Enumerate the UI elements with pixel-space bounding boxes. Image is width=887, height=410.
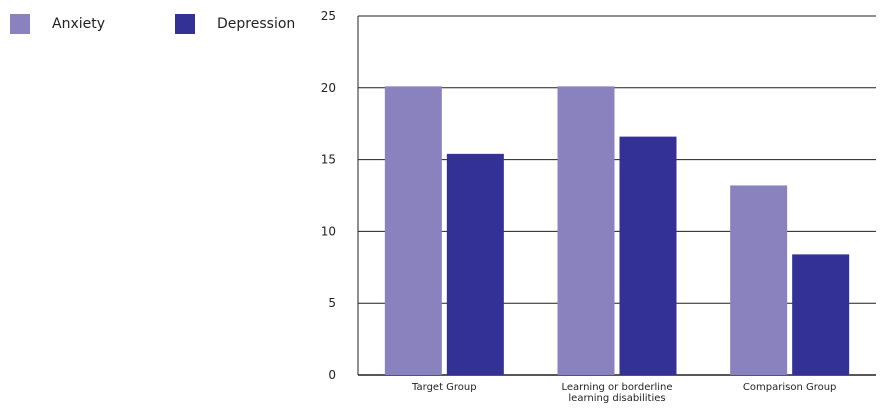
y-tick-label: 25 <box>321 9 336 23</box>
bar-anxiety-3 <box>730 185 788 375</box>
legend-item-anxiety: Anxiety <box>10 14 105 34</box>
x-category-label: Target Group <box>411 382 477 393</box>
bar-depression-1 <box>446 153 504 375</box>
legend-swatch-anxiety <box>10 14 30 34</box>
bar-depression-2 <box>619 136 677 375</box>
legend-item-depression: Depression <box>175 14 295 34</box>
bar-anxiety-1 <box>384 86 442 375</box>
bar-depression-3 <box>792 254 850 375</box>
bar-anxiety-2 <box>557 86 615 375</box>
y-tick-label: 10 <box>321 224 336 238</box>
x-category-label: Learning or borderline learning disabilit… <box>561 382 672 404</box>
y-tick-label: 20 <box>321 81 336 95</box>
y-tick-label: 5 <box>328 296 336 310</box>
x-category-label: Comparison Group <box>743 382 837 393</box>
chart-legend: Anxiety Depression <box>10 14 343 34</box>
legend-label-anxiety: Anxiety <box>52 16 106 32</box>
y-tick-label: 15 <box>321 153 336 167</box>
legend-label-depression: Depression <box>217 16 296 32</box>
legend-swatch-depression <box>175 14 196 34</box>
y-tick-label: 0 <box>328 368 336 382</box>
